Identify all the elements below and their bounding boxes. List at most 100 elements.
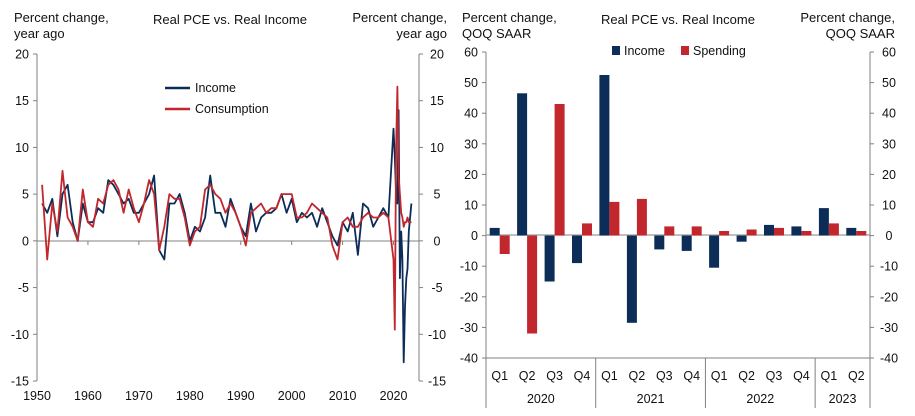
left-ytick-label: 15	[15, 94, 29, 108]
quarter-label: Q2	[848, 369, 865, 383]
income-bar	[544, 235, 555, 282]
spending-bar	[582, 223, 592, 236]
left-xtick-label: 1970	[125, 389, 153, 403]
right-chart-category-axis: Q1 Q2 Q3 Q4 Q1 Q2 Q3 Q4 Q1 Q2 Q3 Q4 Q1 Q2 2020 2021 2022…	[485, 357, 871, 408]
left-chart-right-yticks: -15 -10 -5 0 5 10 15 20	[419, 48, 446, 389]
left-chart-xticks: 1950 1960 1970 1980 1990 2000 2010 2020	[23, 241, 407, 403]
right-chart-right-ylabel-line2: QOQ SAAR	[826, 26, 895, 41]
spending-bar	[746, 229, 757, 236]
right-ytick-label: 10	[430, 141, 444, 155]
income-bar	[818, 208, 829, 236]
year-label: 2023	[829, 392, 857, 406]
right-chart-right-ylabel-line1: Percent change,	[800, 10, 895, 25]
right-chart-left-ylabel-line1: Percent change,	[462, 10, 557, 25]
bar-right-ytick-label: 0	[886, 229, 893, 243]
quarter-label: Q3	[546, 369, 563, 383]
year-label: 2022	[746, 392, 774, 406]
bar-right-ytick-label: -20	[880, 290, 898, 304]
quarter-label: Q2	[738, 369, 755, 383]
income-bar	[517, 93, 528, 236]
bar-left-ytick-label: 50	[464, 76, 478, 90]
right-ytick-label: -5	[431, 281, 442, 295]
income-line	[41, 109, 413, 364]
bar-left-ytick-label: 30	[464, 137, 478, 151]
spending-bar	[774, 227, 784, 236]
bar-left-ytick-label: 20	[464, 168, 478, 182]
spending-bar	[691, 226, 702, 236]
left-chart-left-yticks: -15 -10 -5 0 5 10 15 20	[11, 48, 37, 389]
left-ytick-label: 10	[15, 141, 29, 155]
quarter-label: Q4	[683, 369, 700, 383]
right-ytick-label: 20	[430, 48, 444, 62]
income-bar	[626, 235, 637, 323]
left-xtick-label: 2020	[380, 389, 408, 403]
left-chart-right-ylabel-line2: year ago	[396, 26, 447, 41]
income-bar	[736, 235, 747, 242]
income-bar	[654, 235, 665, 250]
bar-left-ytick-label: -40	[460, 352, 478, 366]
left-chart-title: Real PCE vs. Real Income	[153, 12, 307, 27]
spending-bar	[719, 231, 730, 236]
bar-right-ytick-label: -30	[880, 321, 898, 335]
right-ytick-label: -15	[428, 375, 446, 389]
income-bar	[572, 235, 582, 264]
line-chart: Percent change, year ago Real PCE vs. Re…	[11, 10, 447, 403]
spending-bar	[609, 201, 620, 236]
right-chart-legend: Income Spending	[612, 44, 746, 58]
bar-right-ytick-label: -10	[880, 260, 898, 274]
right-chart-right-yticks: -40 -30 -20 -10 0 10 20 30 40 50 60	[870, 46, 898, 366]
bar-left-ytick-label: 40	[464, 107, 478, 121]
right-chart-left-ylabel-line2: QOQ SAAR	[462, 26, 531, 41]
spending-bar	[828, 223, 839, 236]
bar-right-ytick-label: 40	[882, 107, 896, 121]
bar-left-ytick-label: 10	[464, 199, 478, 213]
quarter-label: Q2	[519, 369, 536, 383]
right-ytick-label: 5	[434, 188, 441, 202]
left-xtick-label: 1950	[23, 389, 51, 403]
left-ytick-label: -5	[18, 281, 29, 295]
quarter-label: Q2	[629, 369, 646, 383]
left-xtick-label: 2000	[278, 389, 306, 403]
left-xtick-label: 1960	[74, 389, 102, 403]
spending-bar	[664, 226, 675, 236]
spending-bar	[856, 231, 867, 236]
consumption-line	[41, 85, 412, 331]
bar-right-ytick-label: 60	[882, 46, 896, 60]
left-ytick-label: 20	[15, 48, 29, 62]
right-ytick-label: 0	[434, 234, 441, 248]
legend-income-label: Income	[195, 81, 236, 95]
right-ytick-label: 15	[430, 94, 444, 108]
bar-right-ytick-label: 10	[882, 199, 896, 213]
left-ytick-label: 0	[22, 234, 29, 248]
income-bar	[489, 227, 500, 236]
right-chart-title: Real PCE vs. Real Income	[601, 12, 755, 27]
income-bar	[764, 224, 774, 236]
income-bar	[599, 75, 610, 236]
quarter-label: Q3	[656, 369, 673, 383]
income-bar	[791, 226, 802, 236]
left-chart-left-ylabel-line2: year ago	[14, 26, 65, 41]
bar-left-ytick-label: -10	[460, 260, 478, 274]
bar-series	[489, 75, 867, 334]
spending-bar	[554, 104, 565, 236]
left-xtick-label: 2010	[329, 389, 357, 403]
spending-bar	[527, 235, 538, 334]
spending-bar	[636, 198, 647, 236]
quarter-label: Q1	[491, 369, 508, 383]
year-label: 2021	[637, 392, 665, 406]
bar-right-ytick-label: 50	[882, 76, 896, 90]
legend-spending-swatch	[681, 46, 689, 55]
income-bar	[846, 227, 857, 236]
left-ytick-label: 5	[22, 188, 29, 202]
left-xtick-label: 1990	[227, 389, 255, 403]
quarter-label: Q4	[793, 369, 810, 383]
quarter-label: Q4	[574, 369, 591, 383]
bar-left-ytick-label: -30	[460, 321, 478, 335]
quarter-label: Q3	[766, 369, 783, 383]
left-chart-left-ylabel-line1: Percent change,	[14, 10, 109, 25]
left-chart-legend: Income Consumption	[165, 81, 269, 116]
income-bar	[709, 235, 720, 268]
left-ytick-label: -15	[11, 375, 29, 389]
income-bar	[681, 235, 692, 251]
